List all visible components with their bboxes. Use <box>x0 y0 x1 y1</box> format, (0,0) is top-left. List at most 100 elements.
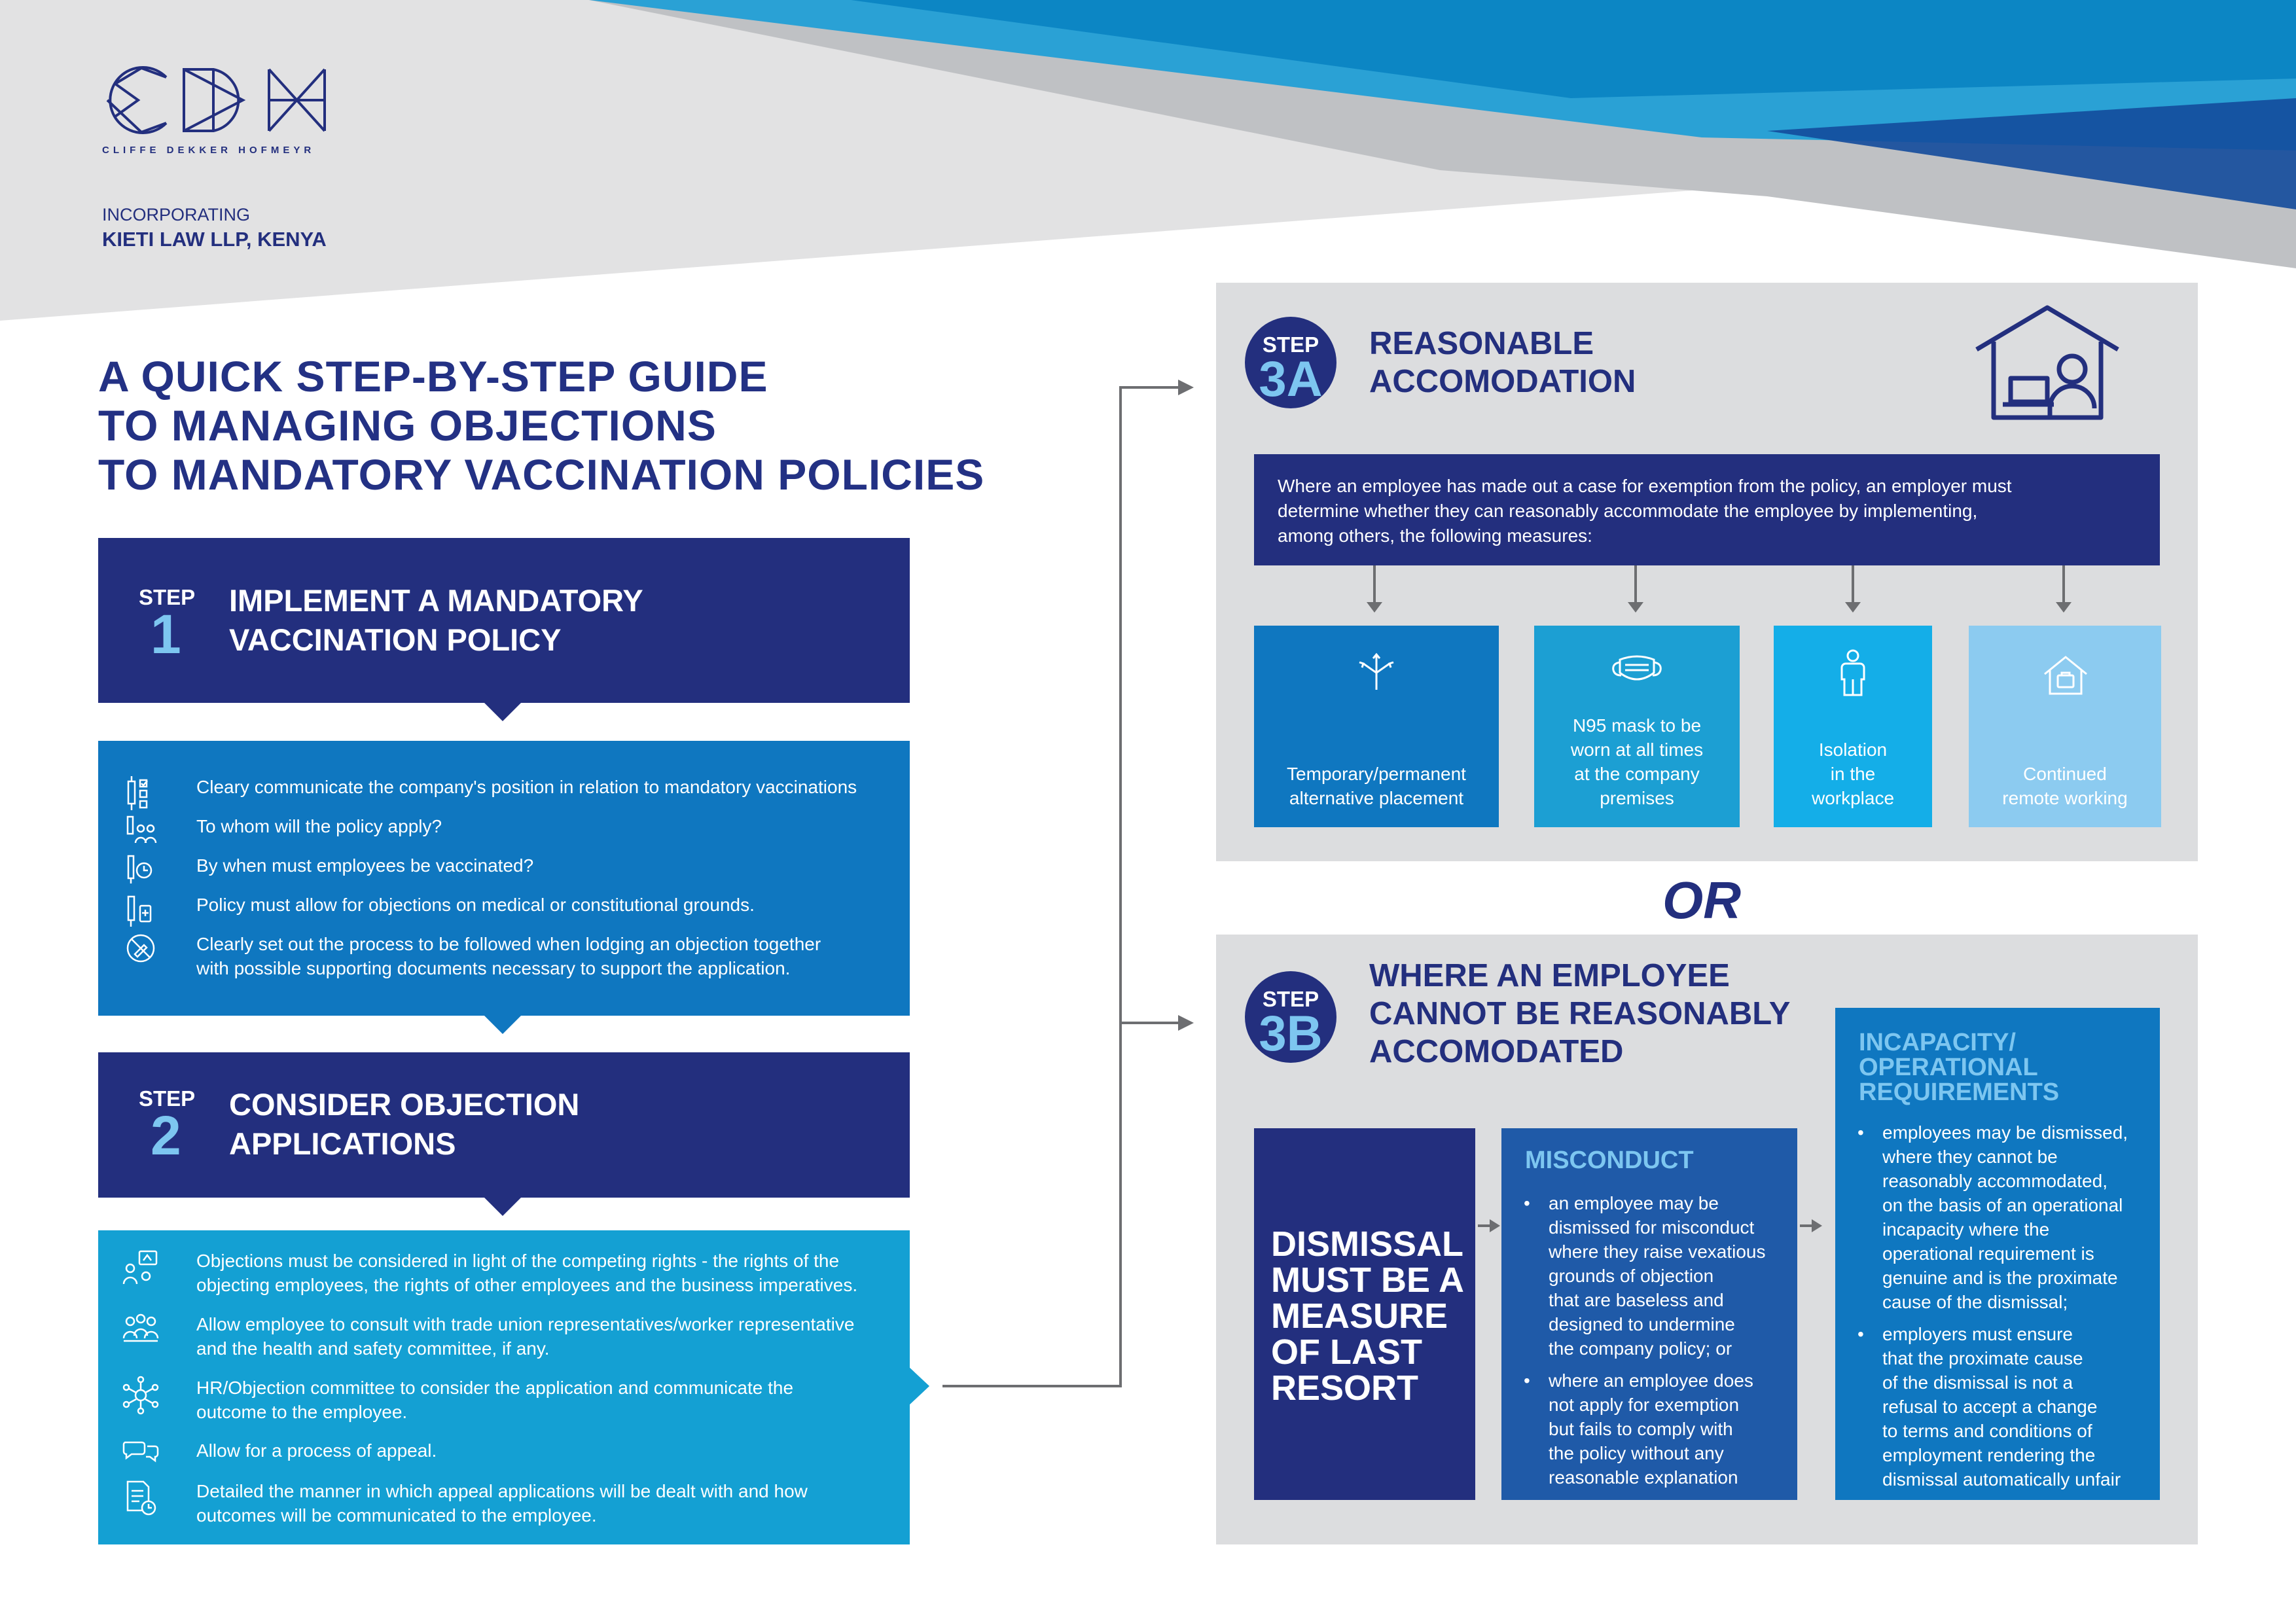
list-item-text-line: HR/Objection committee to consider the a… <box>196 1378 794 1398</box>
step3a-panel: STEP 3A REASONABLE ACCOMODATION Where an… <box>1216 283 2198 861</box>
misconduct-bullet: where an employee does not apply for exe… <box>1524 1368 1800 1489</box>
incorporating-label: INCORPORATING <box>102 205 251 224</box>
step2-title-line-2: APPLICATIONS <box>229 1126 456 1161</box>
page-title: A QUICK STEP-BY-STEP GUIDE TO MANAGING O… <box>98 352 1145 499</box>
measure-text-line: Isolation <box>1818 740 1888 760</box>
vaccine-medical-icon <box>118 893 164 928</box>
step1-number: 1 <box>151 603 181 665</box>
list-item-text-line: Allow employee to consult with trade uni… <box>196 1314 855 1334</box>
step3b-title-line-2: CANNOT BE REASONABLY <box>1369 996 1791 1031</box>
person-icon <box>1840 649 1865 696</box>
step2-label: STEP <box>139 1086 196 1111</box>
step3b-circle: STEP 3B <box>1245 971 1336 1063</box>
cdh-logo: CLIFFE DEKKER HOFMEYR <box>102 64 335 156</box>
remote-house-icon <box>2044 656 2087 695</box>
measure-text-line: worn at all times <box>1570 740 1704 760</box>
list-item-text-line: Clearly set out the process to be follow… <box>196 934 821 954</box>
measure-text-line: at the company <box>1574 764 1700 784</box>
no-vaccine-icon <box>118 932 164 965</box>
people-vaccine-icon <box>118 814 164 847</box>
step2-number: 2 <box>151 1105 181 1166</box>
measure-text-line: workplace <box>1811 788 1895 808</box>
measure-text-line: in the <box>1830 764 1876 784</box>
step3b-title-line-3: ACCOMODATED <box>1369 1034 1624 1069</box>
intro-text-line: determine whether they can reasonably ac… <box>1278 501 1978 521</box>
intro-text-line: Where an employee has made out a case fo… <box>1278 476 2012 496</box>
step1-pointer <box>483 702 522 721</box>
misconduct-column: MISCONDUCT an employee may be dismissed … <box>1501 1128 1797 1500</box>
step3b-label: STEP <box>1262 987 1319 1011</box>
consult-group-icon <box>118 1312 164 1345</box>
step3b-number: 3B <box>1259 1006 1323 1061</box>
step1-title-line-1: IMPLEMENT A MANDATORY <box>229 583 643 618</box>
incorporating-firm: KIETI LAW LLP, KENYA <box>102 228 327 251</box>
misconduct-list: an employee may be dismissed for miscond… <box>1524 1191 1800 1497</box>
step3a-circle: STEP 3A <box>1245 317 1336 408</box>
list-item: Clearly set out the process to be follow… <box>118 932 969 980</box>
list-item: Cleary communicate the company's positio… <box>118 775 969 812</box>
step1-title: IMPLEMENT A MANDATORY VACCINATION POLICY <box>229 581 643 660</box>
vaccine-checklist-icon <box>118 775 164 812</box>
dismissal-text-line: DISMISSAL <box>1271 1224 1464 1264</box>
step1-title-line-2: VACCINATION POLICY <box>229 622 562 657</box>
step2-pointer <box>483 1196 522 1216</box>
arrow-to-misconduct <box>1478 1219 1500 1232</box>
title-line-1: A QUICK STEP-BY-STEP GUIDE <box>98 352 768 401</box>
intro-text-line: among others, the following measures: <box>1278 526 1592 546</box>
step1-header: STEP 1 IMPLEMENT A MANDATORY VACCINATION… <box>98 538 910 703</box>
dismissal-text-line: MEASURE <box>1271 1296 1448 1336</box>
speech-bubbles-icon <box>118 1438 164 1465</box>
measure-remote-working: Continued remote working <box>1969 626 2161 827</box>
list-item: Policy must allow for objections on medi… <box>118 893 969 928</box>
misconduct-bullet: an employee may be dismissed for miscond… <box>1524 1191 1800 1361</box>
measure-text-line: remote working <box>2002 788 2128 808</box>
measure-arrows <box>1367 565 2072 613</box>
logo-subtitle: CLIFFE DEKKER HOFMEYR <box>102 145 315 156</box>
rights-balance-icon <box>118 1249 164 1288</box>
dismissal-text-line: RESORT <box>1271 1368 1419 1408</box>
home-working-icon <box>1975 305 2119 420</box>
incapacity-title: INCAPACITY/ OPERATIONAL REQUIREMENTS <box>1859 1029 2060 1106</box>
measure-text-line: Temporary/permanent <box>1287 764 1466 784</box>
list-item: By when must employees be vaccinated? <box>118 853 969 886</box>
list-item: HR/Objection committee to consider the a… <box>118 1376 969 1424</box>
step2-title-line-1: CONSIDER OBJECTION <box>229 1087 580 1122</box>
title-line-3: TO MANDATORY VACCINATION POLICIES <box>98 450 985 499</box>
step2-title: CONSIDER OBJECTION APPLICATIONS <box>229 1085 579 1164</box>
step1-list-pointer <box>483 1014 522 1034</box>
list-item-text-line: Detailed the manner in which appeal appl… <box>196 1481 808 1501</box>
list-item: Detailed the manner in which appeal appl… <box>118 1479 969 1527</box>
misconduct-title: MISCONDUCT <box>1525 1147 1694 1174</box>
step3b-title-line-1: WHERE AN EMPLOYEE <box>1369 958 1730 993</box>
step3b-panel: STEP 3B WHERE AN EMPLOYEE CANNOT BE REAS… <box>1216 935 2198 1544</box>
measure-n95-mask: N95 mask to be worn at all times at the … <box>1534 626 1740 827</box>
incapacity-bullet: employers must ensure that the proximate… <box>1857 1322 2166 1491</box>
measure-text-line: alternative placement <box>1289 788 1464 808</box>
list-item-text-line: objecting employees, the rights of other… <box>196 1275 858 1295</box>
step3a-title-line-2: ACCOMODATION <box>1369 364 1636 399</box>
list-item-text-line: and the health and safety committee, if … <box>196 1338 550 1359</box>
list-item: Objections must be considered in light o… <box>118 1249 969 1297</box>
committee-network-icon <box>118 1376 164 1415</box>
or-label: OR <box>1662 871 1741 929</box>
list-item: To whom will the policy apply? <box>118 814 969 847</box>
step2-list: Objections must be considered in light o… <box>98 1230 910 1544</box>
cdh-logo-graphic <box>106 66 326 134</box>
dismissal-text-line: OF LAST <box>1271 1332 1422 1372</box>
incapacity-column: INCAPACITY/ OPERATIONAL REQUIREMENTS emp… <box>1835 1008 2160 1500</box>
measure-text-line: premises <box>1600 788 1674 808</box>
list-item: Allow employee to consult with trade uni… <box>118 1312 969 1361</box>
step1-label: STEP <box>139 585 196 609</box>
title-line-2: TO MANAGING OBJECTIONS <box>98 401 717 450</box>
measure-text-line: Continued <box>2023 764 2107 784</box>
step3a-label: STEP <box>1262 332 1319 357</box>
step2-header: STEP 2 CONSIDER OBJECTION APPLICATIONS <box>98 1052 910 1198</box>
step3b-title: WHERE AN EMPLOYEE CANNOT BE REASONABLY A… <box>1369 957 1790 1071</box>
incapacity-list: employees may be dismissed, where they c… <box>1857 1120 2166 1499</box>
dismissal-last-resort: DISMISSAL MUST BE A MEASURE OF LAST RESO… <box>1254 1128 1475 1500</box>
measure-isolation: Isolation in the workplace <box>1774 626 1932 827</box>
list-item-text-line: outcome to the employee. <box>196 1402 408 1422</box>
diverging-arrows-icon <box>1359 652 1394 690</box>
vaccine-clock-icon <box>118 853 164 886</box>
